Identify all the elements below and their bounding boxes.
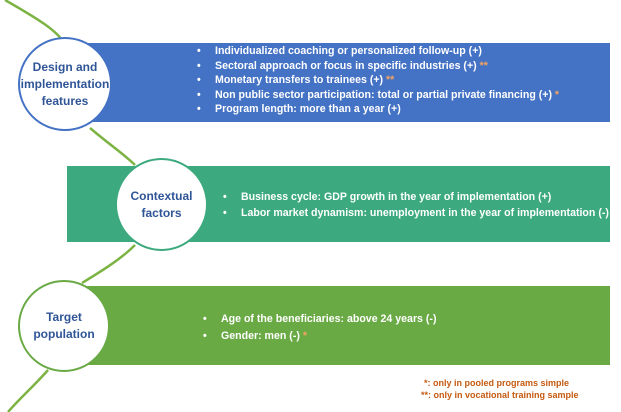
list-item: Gender: men (-) * bbox=[197, 328, 610, 345]
design-features-title: Design and implementation features bbox=[20, 59, 110, 108]
contextual-factors-title: Contextual factors bbox=[130, 188, 193, 220]
list-item: Age of the beneficiaries: above 24 years… bbox=[197, 311, 610, 328]
target-population-band: Age of the beneficiaries: above 24 years… bbox=[67, 286, 610, 365]
list-item: Monetary transfers to trainees (+) ** bbox=[191, 73, 610, 88]
design-features-circle: Design and implementation features bbox=[18, 37, 112, 131]
footnote-pooled: *: only in pooled programs simple bbox=[424, 378, 570, 388]
contextual-factors-circle: Contextual factors bbox=[115, 158, 208, 251]
footnote-vocational: **: only in vocational training sample bbox=[421, 390, 579, 400]
list-item: Sectoral approach or focus in specific i… bbox=[191, 59, 610, 74]
design-features-band: Individualized coaching or personalized … bbox=[67, 43, 610, 122]
target-population-circle: Target population bbox=[18, 280, 110, 372]
list-item: Program length: more than a year (+) bbox=[191, 102, 610, 117]
list-item: Business cycle: GDP growth in the year o… bbox=[217, 189, 610, 205]
list-item: Non public sector participation: total o… bbox=[191, 88, 610, 103]
list-item: Labor market dynamism: unemployment in t… bbox=[217, 205, 610, 221]
list-item: Individualized coaching or personalized … bbox=[191, 44, 610, 59]
target-population-title: Target population bbox=[33, 310, 95, 341]
